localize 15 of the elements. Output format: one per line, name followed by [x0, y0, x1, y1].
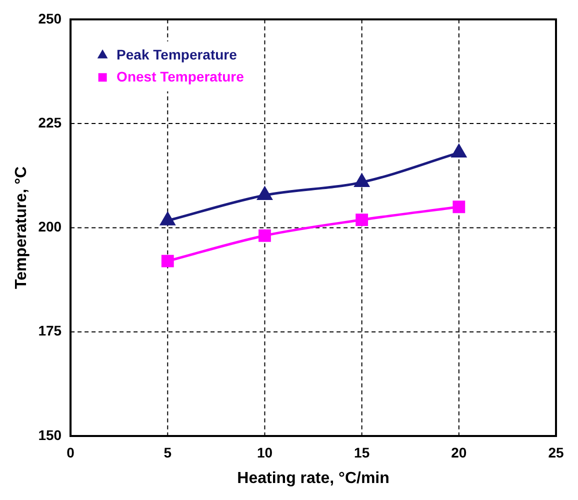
y-tick-label: 175	[38, 322, 62, 339]
legend-label: Peak Temperature	[116, 46, 238, 62]
y-tick-label: 150	[38, 426, 62, 443]
x-axis-title: Heating rate, °C/min	[237, 470, 390, 487]
y-tick-label: 200	[38, 218, 62, 235]
y-axis-title: Temperature, °C	[13, 166, 30, 289]
x-tick-label: 25	[548, 444, 564, 460]
y-tick-label: 250	[38, 10, 62, 26]
legend-label: Onest Temperature	[116, 68, 244, 84]
x-tick-label: 20	[451, 444, 467, 460]
x-tick-label: 15	[354, 444, 370, 460]
x-tick-label: 10	[256, 444, 273, 460]
y-tick-label: 225	[38, 114, 62, 130]
x-tick-label: 0	[66, 444, 75, 460]
x-tick-label: 5	[164, 444, 172, 460]
